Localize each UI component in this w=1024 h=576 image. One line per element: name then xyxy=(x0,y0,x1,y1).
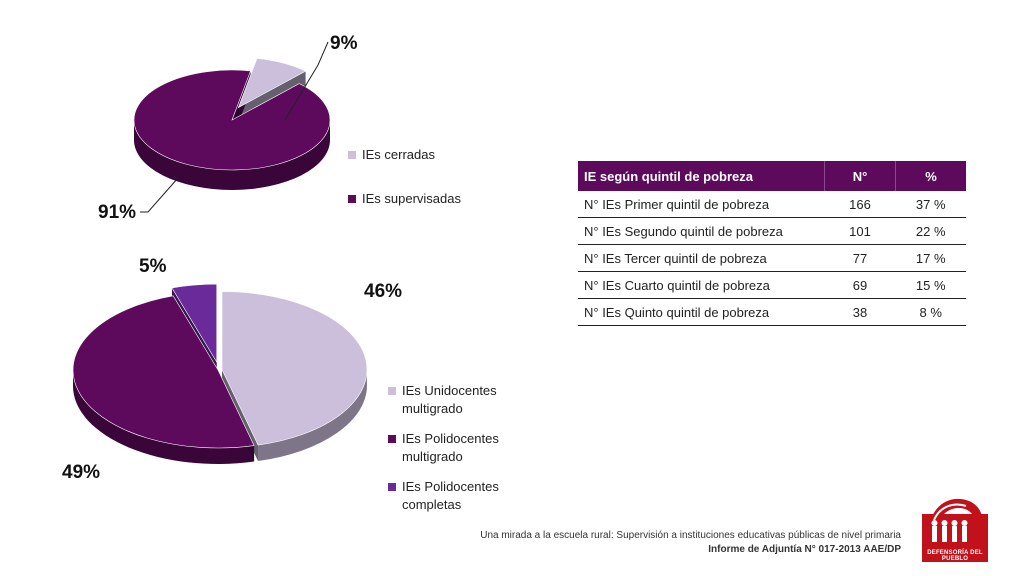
legend-label: IEs supervisadas xyxy=(362,191,461,206)
pie-slice-side xyxy=(258,369,367,462)
legend-swatch xyxy=(348,151,356,159)
legend-label-line2: multigrado xyxy=(402,449,463,464)
label-leader-line-9 xyxy=(284,41,329,121)
legend-item-unidocentes: IEs Unidocentes multigrado xyxy=(388,382,499,418)
table-cell-category: N° IEs Primer quintil de pobreza xyxy=(578,191,825,218)
pie-slice-side xyxy=(73,370,255,464)
table-row: N° IEs Cuarto quintil de pobreza 69 15 % xyxy=(578,271,966,299)
table-cell-category: N° IEs Cuarto quintil de pobreza xyxy=(578,271,825,299)
legend-item-supervisadas: IEs supervisadas xyxy=(348,190,461,208)
table-cell-percent: 8 % xyxy=(895,298,966,326)
table-cell-percent: 17 % xyxy=(895,244,966,272)
legend-swatch xyxy=(348,195,356,203)
legend-item-cerradas: IEs cerradas xyxy=(348,146,461,164)
logo-text: DEFENSORÍA DEL PUEBLO xyxy=(922,550,988,562)
table-header-category: IE según quintil de pobreza xyxy=(578,161,825,191)
table-header-row: IE según quintil de pobreza N° % xyxy=(578,161,966,191)
poverty-quintile-table: IE según quintil de pobreza N° % N° IEs … xyxy=(578,161,966,326)
pie-slice-ies-polidocentes-completas xyxy=(171,283,218,364)
pie-slice-ies-unidocentes-multigrado xyxy=(221,291,368,446)
pie2-label-polidocentes-completas: 5% xyxy=(139,256,167,277)
table-row: N° IEs Segundo quintil de pobreza 101 22… xyxy=(578,217,966,245)
legend-item-polidocentes-completas: IEs Polidocentes completas xyxy=(388,478,499,514)
pie-chart-ie-type xyxy=(72,283,368,464)
footer-report-subtitle: Una mirada a la escuela rural: Supervisi… xyxy=(480,530,901,541)
pie-percentage-labels: 9% 91% 46% 49% 5% xyxy=(62,33,402,483)
legend-item-polidocentes-multigrado: IEs Polidocentes multigrado xyxy=(388,430,499,466)
legend-ie-status: IEs cerradas IEs supervisadas xyxy=(348,146,461,220)
legend-ie-type: IEs Unidocentes multigrado IEs Polidocent… xyxy=(388,382,499,526)
pie-slice-ies-cerradas xyxy=(237,58,307,109)
footer-report-id: Informe de Adjuntía N° 017-2013 AAE/DP xyxy=(708,544,901,555)
pie1-label-supervisadas: 91% xyxy=(98,202,136,223)
legend-label-line1: IEs Polidocentes xyxy=(402,479,499,494)
table-header-percent: % xyxy=(895,161,966,191)
table-cell-percent: 15 % xyxy=(895,271,966,299)
legend-label-line2: multigrado xyxy=(402,401,463,416)
table-cell-count: 166 xyxy=(824,191,896,218)
table-cell-percent: 37 % xyxy=(895,191,966,218)
table-cell-category: N° IEs Quinto quintil de pobreza xyxy=(578,298,825,326)
pie2-label-unidocentes: 46% xyxy=(364,281,402,302)
table-cell-category: N° IEs Tercer quintil de pobreza xyxy=(578,244,825,272)
legend-label: IEs cerradas xyxy=(362,147,435,162)
table-row: N° IEs Tercer quintil de pobreza 77 17 % xyxy=(578,244,966,272)
pie-slice-ies-supervisadas xyxy=(133,69,331,171)
legend-label-line1: IEs Polidocentes xyxy=(402,431,499,446)
legend-swatch xyxy=(388,483,396,491)
table-cell-count: 69 xyxy=(824,271,896,299)
pie-slice-side xyxy=(134,120,330,190)
defensoria-logo-icon xyxy=(922,498,988,550)
pie-slice-ies-polidocentes-multigrado xyxy=(72,295,255,449)
table-cell-count: 77 xyxy=(824,244,896,272)
table-cell-category: N° IEs Segundo quintil de pobreza xyxy=(578,217,825,245)
pie-chart-ie-status xyxy=(133,58,331,190)
pie2-label-polidocentes-multigrado: 49% xyxy=(62,462,100,483)
table-header-count: N° xyxy=(824,161,896,191)
legend-swatch xyxy=(388,435,396,443)
table-cell-count: 38 xyxy=(824,298,896,326)
legend-label-line1: IEs Unidocentes xyxy=(402,383,497,398)
table-cell-count: 101 xyxy=(824,217,896,245)
legend-label-line2: completas xyxy=(402,497,462,512)
table-cell-percent: 22 % xyxy=(895,217,966,245)
legend-swatch xyxy=(388,387,396,395)
label-leader-line-91 xyxy=(140,177,179,213)
table-row: N° IEs Quinto quintil de pobreza 38 8 % xyxy=(578,298,966,326)
table-row: N° IEs Primer quintil de pobreza 166 37 … xyxy=(578,191,966,218)
pie1-label-cerradas: 9% xyxy=(330,33,358,54)
